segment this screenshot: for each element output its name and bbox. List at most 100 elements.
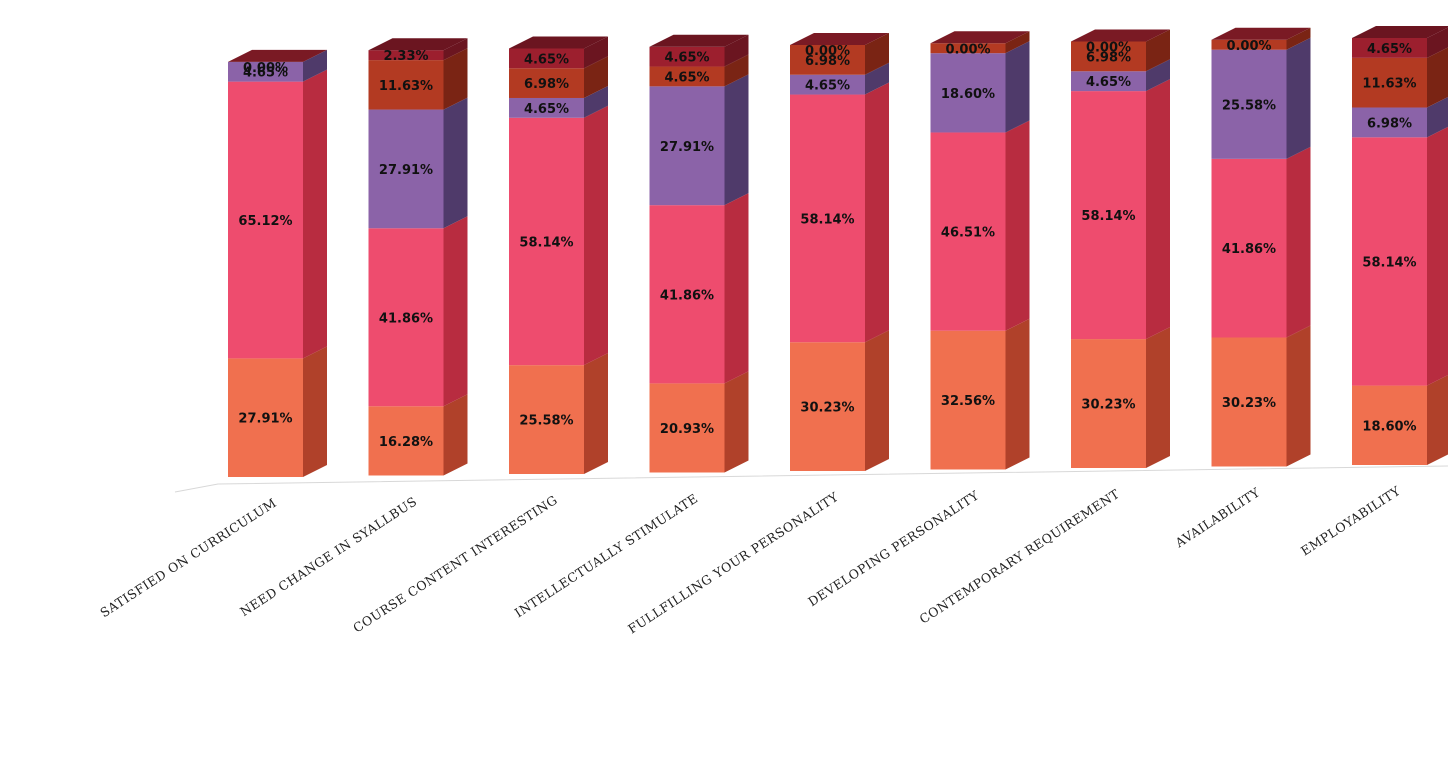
bar-segment [790,94,865,343]
segment-label: 58.14% [519,235,573,250]
bar-segment [368,109,444,229]
bar-segment-side [443,38,468,61]
floor-line [174,465,1448,493]
bar-segment [790,45,865,75]
segment-label: 58.14% [1362,255,1416,270]
bar-segment-side [1427,27,1448,58]
bar-segment-side [1146,79,1170,340]
bar-segment [509,68,584,98]
bar-segment [228,61,303,82]
segment-label: 6.98% [805,54,850,69]
segment-label: 41.86% [660,288,714,303]
bar-segment-side [1286,325,1311,467]
bar-segment [509,97,584,118]
bar-segment [649,86,725,206]
bar-segment-side [724,193,749,384]
bar-segment-side [1286,37,1311,159]
segment-label: 27.91% [379,163,433,178]
category-label: EMPLOYABILITY [1298,483,1403,559]
bar-segment-side [1427,375,1448,465]
segment-label: 4.65% [524,52,569,67]
bar-segment-side [1427,47,1448,108]
segment-labels-group: 27.91%65.12%4.65%0.00%16.28%41.86%27.91%… [238,39,1416,450]
bar-segment-side [303,346,327,477]
bar-segment-side [724,34,749,67]
bar-segment-side [1005,41,1030,133]
segment-label: 30.23% [800,401,854,416]
bar-top [1211,27,1311,40]
bar-segment [1071,339,1146,468]
bar-segment [509,48,584,69]
segment-label: 6.98% [1086,50,1131,65]
bar-segment [790,74,865,95]
bars-group [228,26,1448,477]
bar-segment [649,46,725,67]
bar-segment [1352,385,1427,465]
bar-top [1352,26,1448,38]
segment-label: 0.00% [1086,41,1131,56]
category-label: FULLFILLING YOUR PERSONALITY [625,489,841,637]
bar-segment [930,132,1006,331]
bar-segment [509,365,584,474]
segment-label: 4.65% [1086,75,1131,90]
bar-segment-side [443,216,468,407]
segment-label: 6.98% [524,77,569,92]
segment-label: 4.65% [1367,42,1412,57]
bar-segment-side [724,371,749,473]
bar-segment [228,358,303,477]
bar-segment-side [443,48,468,110]
segment-label: 30.23% [1222,396,1276,411]
bar-segment [1211,158,1287,338]
bar-segment-side [724,54,749,87]
bar-top [368,38,468,51]
segment-label: 27.91% [660,140,714,155]
bar-segment-side [303,69,327,359]
bar-top [228,49,327,62]
bar-segment-side [1005,120,1030,331]
bar-segment-side [443,394,468,476]
bar-segment [1352,107,1427,138]
segment-label: 20.93% [660,422,714,437]
segment-label: 0.00% [805,44,850,59]
bar-segment-side [303,49,327,82]
bar-segment [1352,137,1427,386]
segment-label: 0.00% [243,61,288,76]
bar-top [790,33,889,45]
segment-label: 2.33% [383,49,428,64]
segment-label: 4.65% [664,70,709,85]
bar-segment-side [1146,327,1170,468]
bar-segment-side [865,62,889,95]
segment-label: 41.86% [1222,242,1276,257]
segment-label: 4.65% [805,79,850,94]
bar-segment-side [1286,27,1311,50]
segment-label: 65.12% [238,214,292,229]
segment-label: 6.98% [1367,116,1412,131]
bar-segment [1211,337,1287,467]
bar-segment-side [1005,31,1030,54]
bar-segment [649,66,725,87]
bar-top [930,31,1030,44]
bar-segment [1211,49,1287,159]
segment-label: 11.63% [1362,77,1416,92]
bar-top [509,36,608,49]
segment-label: 27.91% [238,412,292,427]
bar-segment-side [584,36,608,69]
bar-segment-side [1146,59,1170,92]
segment-label: 4.65% [243,66,288,81]
bar-segment [930,43,1006,54]
bar-segment-side [584,56,608,98]
bar-segment-side [865,330,889,471]
bar-segment-side [1146,29,1170,72]
segment-label: 0.00% [1226,39,1271,54]
bar-segment [649,205,725,384]
bar-segment [649,383,725,473]
segment-label: 25.58% [1222,98,1276,113]
segment-label: 4.65% [664,51,709,66]
bar-segment-side [1427,126,1448,386]
bar-segment-side [1427,97,1448,138]
bar-top [649,34,749,47]
bar-segment-side [865,33,889,75]
bar-segment [228,81,303,359]
bar-segment-side [724,74,749,206]
